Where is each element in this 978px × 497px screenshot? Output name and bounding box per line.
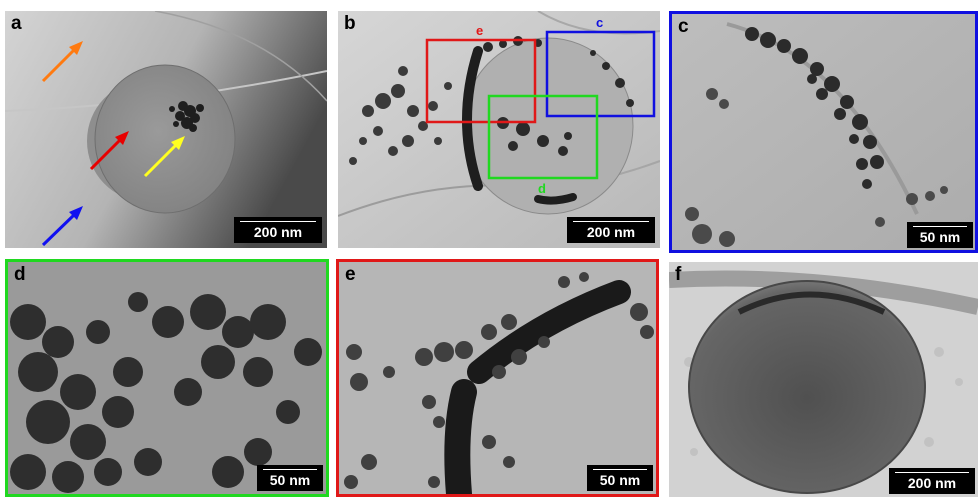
panel-e: e 50 nm (336, 259, 659, 497)
panel-d: d 50 nm (5, 259, 329, 497)
arrow-yellow-icon (143, 136, 185, 178)
tem-image-f (669, 262, 978, 497)
arrow-orange-icon (41, 41, 83, 83)
tem-image-d (8, 262, 326, 494)
panel-b: b e c d 200 nm (338, 11, 660, 248)
arrow-blue-icon (41, 206, 83, 247)
inset-box-label: e (476, 23, 484, 38)
tem-image-e (339, 262, 656, 494)
panel-letter: c (678, 16, 689, 37)
scale-bar: 50 nm (907, 222, 973, 248)
panel-letter: d (14, 264, 26, 285)
tem-image-c (672, 14, 975, 250)
inset-box-d (487, 94, 599, 180)
inset-box-e (425, 38, 537, 124)
scale-bar-label: 50 nm (599, 472, 641, 488)
scale-bar: 200 nm (567, 217, 655, 243)
scale-bar-label: 200 nm (586, 224, 636, 240)
scale-bar: 200 nm (234, 217, 322, 243)
scale-bar: 200 nm (889, 468, 975, 494)
panel-c: c 50 nm (669, 11, 978, 253)
tem-image-a (5, 11, 327, 248)
panel-letter: e (345, 264, 356, 285)
scale-bar: 50 nm (587, 465, 653, 491)
scale-bar: 50 nm (257, 465, 323, 491)
tem-image-b (338, 11, 660, 248)
scale-bar-label: 50 nm (269, 472, 311, 488)
scale-bar-label: 50 nm (919, 229, 961, 245)
scale-bar-label: 200 nm (907, 475, 957, 491)
inset-box-label: c (596, 15, 604, 30)
scale-bar-label: 200 nm (253, 224, 303, 240)
panel-letter: b (344, 13, 356, 34)
inset-box-label: d (538, 181, 546, 196)
panel-f: f 200 nm (669, 262, 978, 497)
inset-box-c (545, 30, 656, 118)
arrow-red-icon (89, 131, 129, 171)
panel-letter: a (11, 13, 22, 34)
panel-a: a 200 nm (5, 11, 327, 248)
panel-letter: f (675, 264, 682, 285)
